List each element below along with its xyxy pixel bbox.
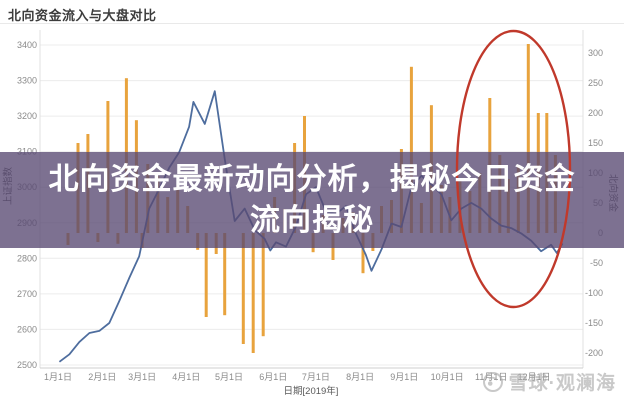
svg-text:-100: -100 <box>585 288 603 298</box>
svg-text:10月1日: 10月1日 <box>431 372 464 382</box>
svg-text:-50: -50 <box>590 258 603 268</box>
svg-text:8月1日: 8月1日 <box>346 372 374 382</box>
svg-text:3200: 3200 <box>17 111 37 121</box>
svg-text:4月1日: 4月1日 <box>172 372 200 382</box>
svg-text:3月1日: 3月1日 <box>128 372 156 382</box>
headline-text: 北向资金最新动向分析，揭秘今日资金 流向揭秘 <box>0 152 624 248</box>
svg-text:-200: -200 <box>585 348 603 358</box>
svg-text:9月1日: 9月1日 <box>390 372 418 382</box>
svg-text:-150: -150 <box>585 318 603 328</box>
svg-text:1月1日: 1月1日 <box>44 372 72 382</box>
headline-line1: 北向资金最新动向分析，揭秘今日资金 <box>48 163 576 196</box>
svg-text:6月1日: 6月1日 <box>259 372 287 382</box>
svg-text:250: 250 <box>588 78 603 88</box>
title-divider <box>0 23 624 24</box>
svg-text:2600: 2600 <box>17 324 37 334</box>
svg-text:150: 150 <box>588 138 603 148</box>
snowball-logo-icon <box>482 371 503 392</box>
svg-text:2800: 2800 <box>17 253 37 263</box>
svg-text:12月1日: 12月1日 <box>517 372 550 382</box>
svg-text:5月1日: 5月1日 <box>215 372 243 382</box>
chart-title: 北向资金流入与大盘对比 <box>8 8 157 23</box>
svg-text:300: 300 <box>588 48 603 58</box>
svg-text:2500: 2500 <box>17 360 37 370</box>
svg-text:3100: 3100 <box>17 147 37 157</box>
watermark-text: 雪球·观澜海 <box>508 373 616 394</box>
watermark: 雪球·观澜海 <box>482 368 616 395</box>
svg-text:3300: 3300 <box>17 76 37 86</box>
headline-line2: 流向揭秘 <box>250 204 374 237</box>
svg-text:7月1日: 7月1日 <box>302 372 330 382</box>
x-axis-labels: 1月1日 2月1日 3月1日 4月1日 5月1日 6月1日 7月1日 8月1日 9月1日 10月1… <box>44 372 551 382</box>
svg-text:200: 200 <box>588 108 603 118</box>
x-axis-title: 日期[2019年] <box>284 385 339 397</box>
svg-text:3400: 3400 <box>17 40 37 50</box>
svg-text:2月1日: 2月1日 <box>88 372 116 382</box>
svg-text:2700: 2700 <box>17 289 37 299</box>
